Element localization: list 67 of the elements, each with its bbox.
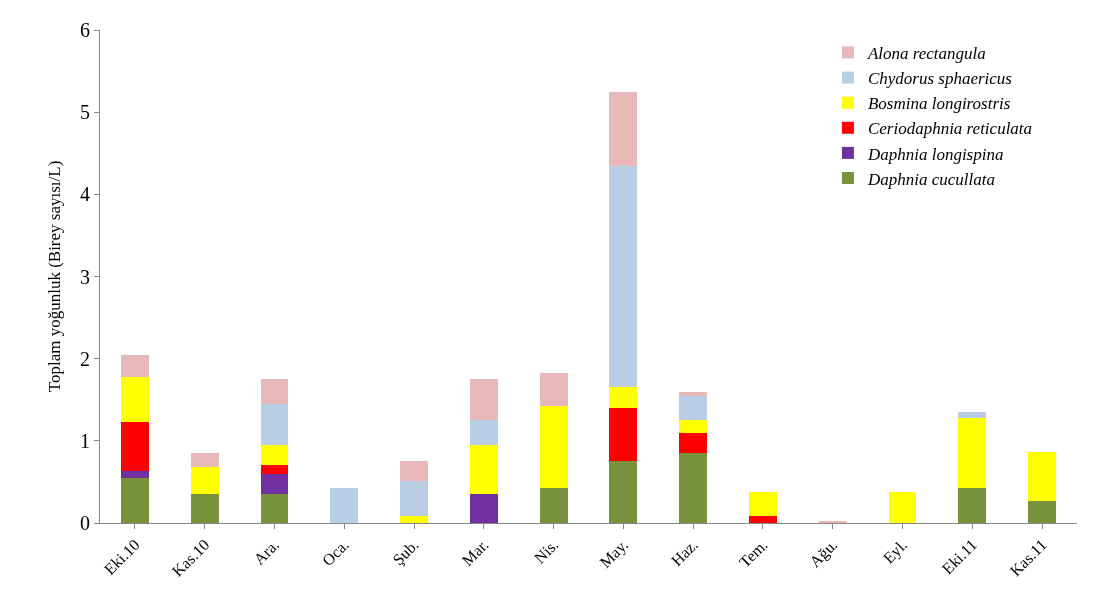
bar bbox=[609, 91, 638, 166]
bar bbox=[260, 403, 289, 445]
y-tick-label: 6 bbox=[80, 19, 90, 41]
x-tick-label: Nis. bbox=[530, 535, 562, 567]
y-tick-label: 4 bbox=[80, 183, 90, 206]
x-tick-label: Şub. bbox=[389, 535, 423, 570]
legend-label: Bosmina longirostris bbox=[867, 94, 1011, 114]
legend-label: Alona rectangula bbox=[866, 44, 986, 64]
legend-label: Daphnia cucullata bbox=[866, 169, 995, 189]
bar bbox=[679, 453, 708, 523]
bar bbox=[679, 391, 708, 396]
bar bbox=[958, 412, 987, 418]
x-tick-label: May. bbox=[596, 535, 632, 572]
x-tick-label: Haz. bbox=[667, 535, 701, 570]
bar bbox=[120, 471, 149, 478]
bar bbox=[400, 481, 428, 517]
legend-label: Chydorus sphaericus bbox=[867, 69, 1013, 89]
x-tick-label: Eyl. bbox=[879, 535, 912, 568]
bar bbox=[190, 494, 219, 523]
bar bbox=[609, 461, 638, 523]
bar bbox=[260, 379, 289, 404]
bar bbox=[539, 405, 568, 488]
y-tick-label: 2 bbox=[80, 347, 90, 370]
bar bbox=[679, 420, 708, 433]
bar bbox=[469, 420, 498, 445]
x-tick-label: Mar. bbox=[458, 535, 492, 570]
bar bbox=[260, 473, 289, 495]
bar bbox=[190, 453, 219, 468]
y-axis-title: Toplam yoğunluk (Birey sayısı/L) bbox=[44, 160, 64, 393]
y-tick-label: 5 bbox=[80, 101, 90, 124]
bar bbox=[469, 379, 498, 421]
bar bbox=[679, 432, 708, 454]
y-tick-label: 0 bbox=[80, 512, 90, 534]
bar bbox=[400, 516, 428, 523]
bar bbox=[749, 491, 777, 517]
bar bbox=[120, 477, 149, 523]
bar bbox=[1028, 451, 1057, 501]
bar bbox=[120, 376, 149, 422]
bar bbox=[749, 516, 777, 523]
bar bbox=[120, 354, 149, 377]
bar bbox=[190, 467, 219, 495]
legend-label: Ceriodaphnia reticulata bbox=[867, 119, 1033, 139]
bar bbox=[400, 460, 428, 482]
y-tick-label: 3 bbox=[80, 265, 90, 288]
bar bbox=[958, 487, 987, 523]
y-tick-label: 1 bbox=[80, 429, 90, 452]
bar bbox=[469, 494, 498, 523]
bar bbox=[260, 494, 289, 523]
bar bbox=[888, 491, 917, 523]
x-tick-label: Tem. bbox=[735, 535, 771, 571]
bar bbox=[539, 487, 568, 523]
bar bbox=[609, 165, 638, 388]
bar bbox=[539, 372, 568, 406]
bar bbox=[1028, 500, 1057, 523]
bar bbox=[330, 487, 359, 523]
bar bbox=[609, 387, 638, 408]
x-tick-label: Ağu. bbox=[806, 535, 842, 571]
bar bbox=[260, 444, 289, 466]
bar bbox=[958, 417, 987, 488]
bar bbox=[609, 407, 638, 462]
bar bbox=[120, 421, 149, 472]
bar bbox=[469, 444, 498, 495]
x-tick-label: Oca. bbox=[318, 535, 353, 570]
bar bbox=[260, 465, 289, 474]
legend-label: Daphnia longispina bbox=[866, 144, 1004, 164]
x-tick-label: Ara. bbox=[250, 535, 283, 568]
bar bbox=[679, 395, 708, 421]
